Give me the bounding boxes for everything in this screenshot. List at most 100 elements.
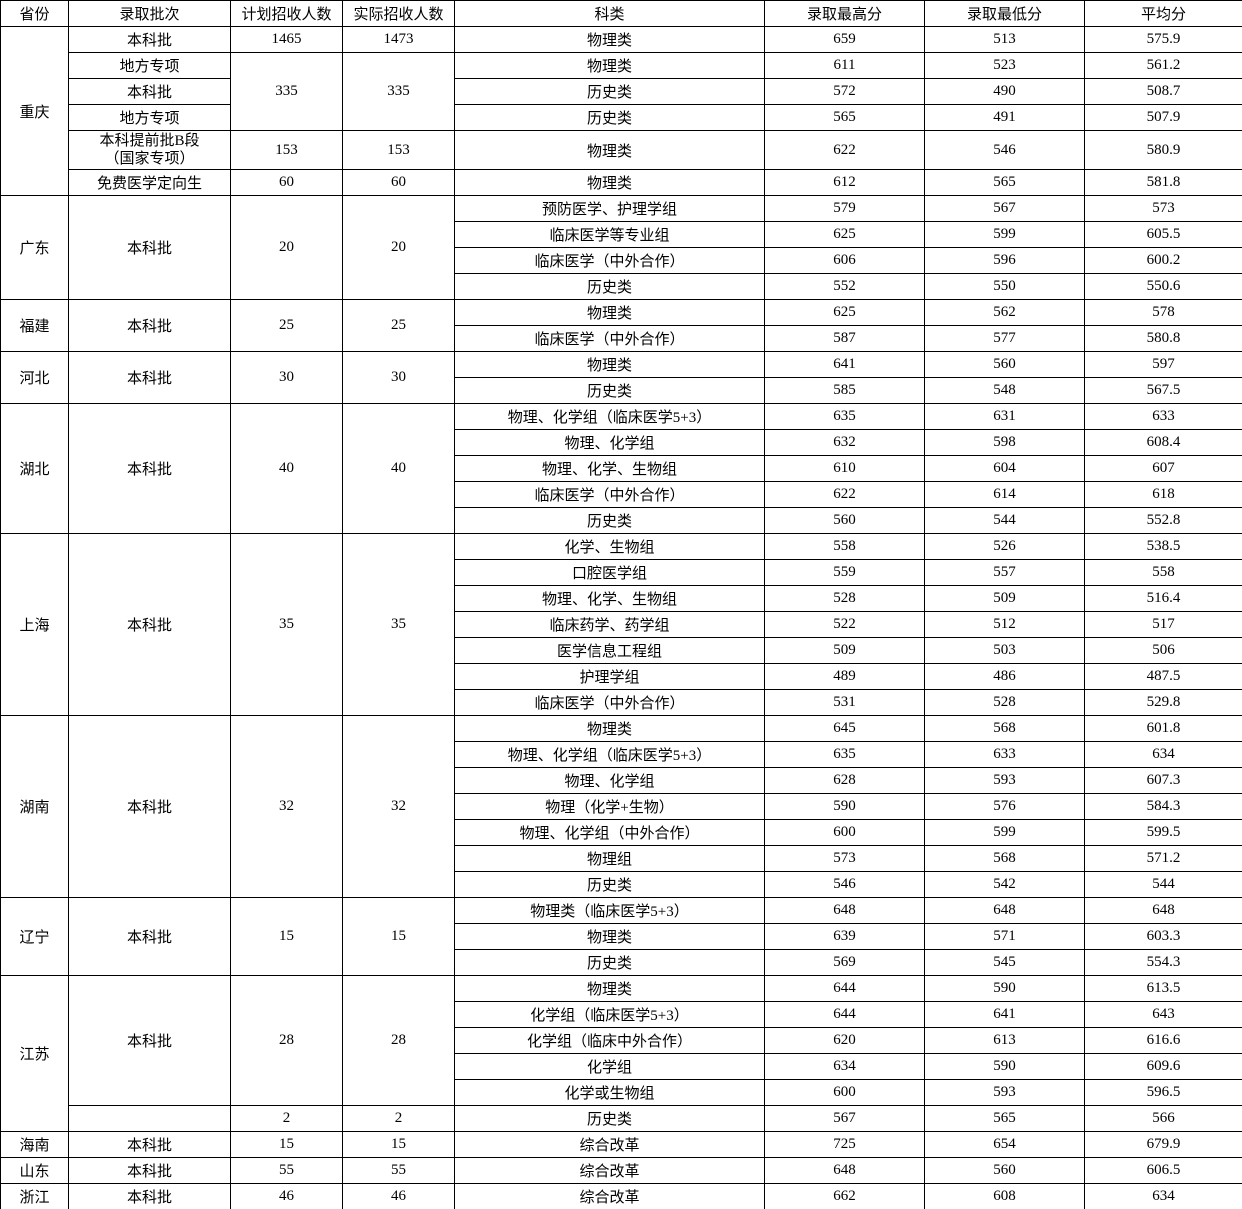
table-row: 本科提前批B段（国家专项）153153物理类622546580.9 (1, 131, 1242, 170)
table-row: 江苏本科批2828物理类644590613.5 (1, 976, 1242, 1002)
province-cell: 辽宁 (1, 898, 69, 976)
subject-cell: 综合改革 (455, 1132, 765, 1158)
avg-cell: 609.6 (1085, 1054, 1242, 1080)
max-cell: 559 (765, 560, 925, 586)
plan-cell: 335 (231, 53, 343, 131)
col-avg: 平均分 (1085, 1, 1242, 27)
subject-cell: 历史类 (455, 872, 765, 898)
subject-cell: 历史类 (455, 508, 765, 534)
plan-cell: 15 (231, 1132, 343, 1158)
avg-cell: 633 (1085, 404, 1242, 430)
batch-cell: 本科批 (69, 976, 231, 1106)
avg-cell: 648 (1085, 898, 1242, 924)
plan-cell: 60 (231, 170, 343, 196)
plan-cell: 28 (231, 976, 343, 1106)
min-cell: 631 (925, 404, 1085, 430)
subject-cell: 历史类 (455, 105, 765, 131)
min-cell: 560 (925, 1158, 1085, 1184)
table-row: 山东本科批5555综合改革648560606.5 (1, 1158, 1242, 1184)
avg-cell: 608.4 (1085, 430, 1242, 456)
min-cell: 544 (925, 508, 1085, 534)
table-row: 辽宁本科批1515物理类（临床医学5+3）648648648 (1, 898, 1242, 924)
max-cell: 635 (765, 742, 925, 768)
avg-cell: 517 (1085, 612, 1242, 638)
batch-cell (69, 1106, 231, 1132)
avg-cell: 607 (1085, 456, 1242, 482)
subject-cell: 物理、化学组（临床医学5+3） (455, 404, 765, 430)
min-cell: 565 (925, 1106, 1085, 1132)
avg-cell: 538.5 (1085, 534, 1242, 560)
min-cell: 599 (925, 222, 1085, 248)
province-cell: 浙江 (1, 1184, 69, 1209)
max-cell: 648 (765, 898, 925, 924)
batch-cell: 本科批 (69, 716, 231, 898)
min-cell: 491 (925, 105, 1085, 131)
table-row: 湖北本科批4040物理、化学组（临床医学5+3）635631633 (1, 404, 1242, 430)
batch-cell: 地方专项 (69, 105, 231, 131)
batch-cell: 免费医学定向生 (69, 170, 231, 196)
col-actual: 实际招收人数 (343, 1, 455, 27)
subject-cell: 临床医学（中外合作） (455, 248, 765, 274)
min-cell: 614 (925, 482, 1085, 508)
max-cell: 644 (765, 1002, 925, 1028)
table-row: 上海本科批3535化学、生物组558526538.5 (1, 534, 1242, 560)
plan-cell: 15 (231, 898, 343, 976)
table-body: 重庆本科批14651473物理类659513575.9地方专项335335物理类… (1, 27, 1242, 1209)
min-cell: 613 (925, 1028, 1085, 1054)
max-cell: 546 (765, 872, 925, 898)
min-cell: 509 (925, 586, 1085, 612)
col-batch: 录取批次 (69, 1, 231, 27)
min-cell: 512 (925, 612, 1085, 638)
subject-cell: 预防医学、护理学组 (455, 196, 765, 222)
avg-cell: 561.2 (1085, 53, 1242, 79)
min-cell: 596 (925, 248, 1085, 274)
subject-cell: 物理组 (455, 846, 765, 872)
batch-cell: 本科批 (69, 79, 231, 105)
subject-cell: 临床医学等专业组 (455, 222, 765, 248)
admissions-table: 省份 录取批次 计划招收人数 实际招收人数 科类 录取最高分 录取最低分 平均分… (0, 0, 1242, 1209)
min-cell: 590 (925, 1054, 1085, 1080)
table-row: 河北本科批3030物理类641560597 (1, 352, 1242, 378)
min-cell: 490 (925, 79, 1085, 105)
actual-cell: 46 (343, 1184, 455, 1209)
actual-cell: 40 (343, 404, 455, 534)
col-province: 省份 (1, 1, 69, 27)
avg-cell: 508.7 (1085, 79, 1242, 105)
avg-cell: 606.5 (1085, 1158, 1242, 1184)
max-cell: 569 (765, 950, 925, 976)
subject-cell: 化学组（临床医学5+3） (455, 1002, 765, 1028)
subject-cell: 临床医学（中外合作） (455, 326, 765, 352)
min-cell: 577 (925, 326, 1085, 352)
min-cell: 593 (925, 1080, 1085, 1106)
min-cell: 545 (925, 950, 1085, 976)
min-cell: 560 (925, 352, 1085, 378)
table-row: 地方专项历史类565491507.9 (1, 105, 1242, 131)
subject-cell: 历史类 (455, 378, 765, 404)
subject-cell: 历史类 (455, 274, 765, 300)
table-row: 地方专项335335物理类611523561.2 (1, 53, 1242, 79)
subject-cell: 化学组（临床中外合作） (455, 1028, 765, 1054)
batch-cell: 本科批 (69, 404, 231, 534)
max-cell: 634 (765, 1054, 925, 1080)
min-cell: 568 (925, 846, 1085, 872)
subject-cell: 物理类 (455, 53, 765, 79)
avg-cell: 596.5 (1085, 1080, 1242, 1106)
actual-cell: 28 (343, 976, 455, 1106)
province-cell: 山东 (1, 1158, 69, 1184)
actual-cell: 20 (343, 196, 455, 300)
max-cell: 587 (765, 326, 925, 352)
province-cell: 湖北 (1, 404, 69, 534)
subject-cell: 物理类 (455, 27, 765, 53)
plan-cell: 25 (231, 300, 343, 352)
avg-cell: 571.2 (1085, 846, 1242, 872)
avg-cell: 573 (1085, 196, 1242, 222)
table-row: 湖南本科批3232物理类645568601.8 (1, 716, 1242, 742)
min-cell: 604 (925, 456, 1085, 482)
province-cell: 福建 (1, 300, 69, 352)
subject-cell: 临床医学（中外合作） (455, 690, 765, 716)
batch-cell: 本科批 (69, 1132, 231, 1158)
max-cell: 572 (765, 79, 925, 105)
plan-cell: 40 (231, 404, 343, 534)
actual-cell: 35 (343, 534, 455, 716)
max-cell: 622 (765, 482, 925, 508)
